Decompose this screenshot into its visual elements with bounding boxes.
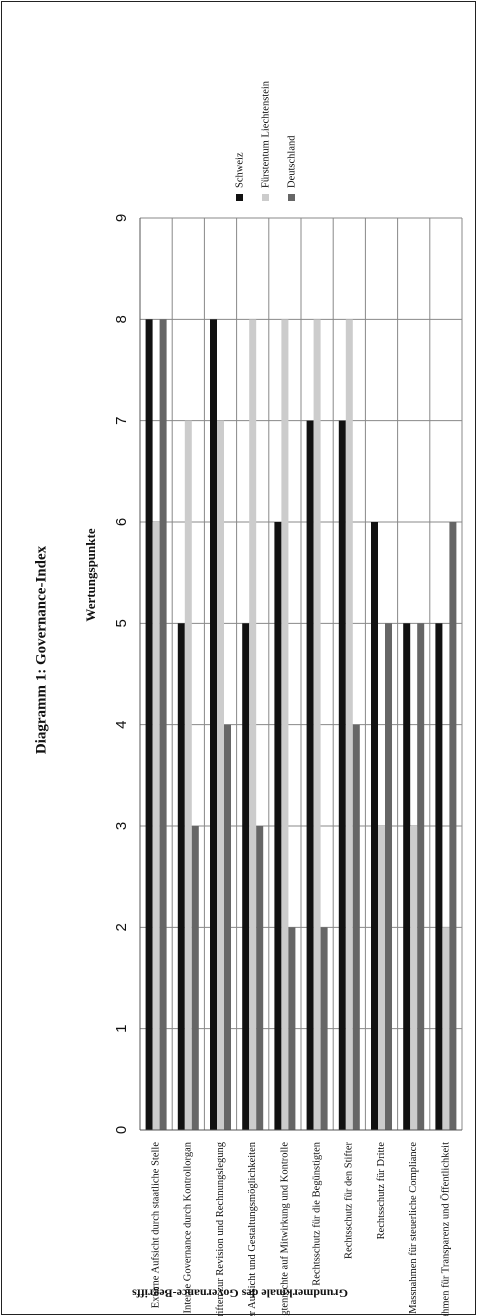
bar (242, 623, 250, 1130)
y-tick-label: 0 (113, 1126, 130, 1134)
x-tick-label: Vorschriften zur Revision und Rechnungsl… (215, 1141, 226, 1316)
bar (224, 724, 231, 1130)
chart-title: Diagramm 1: Governance-Index (33, 545, 49, 754)
bar (345, 319, 353, 1130)
x-tick-label: Massnahmen für steuerliche Compliance (408, 1142, 419, 1314)
y-tick-label: 2 (113, 923, 130, 931)
x-tick-label: Interne Governance durch Kontrollorgan (183, 1141, 194, 1313)
y-tick-label: 8 (113, 315, 130, 323)
x-tick-label: Externe Aufsicht durch staatliche Stelle (151, 1142, 162, 1309)
bar (417, 623, 425, 1130)
bar (184, 420, 192, 1131)
x-tick-label: Rechtsschutz für die Begünstigten (312, 1141, 323, 1286)
bar (385, 623, 392, 1130)
bar (256, 826, 264, 1130)
x-tick-label: Massnahmen für Transparenz und Öffentlic… (439, 1142, 451, 1316)
bar (306, 420, 314, 1131)
legend-swatch (236, 194, 243, 201)
bar (274, 522, 282, 1130)
legend-label: Fürstentum Liechtenstein (260, 80, 271, 188)
bar (313, 319, 321, 1130)
bar (177, 623, 185, 1130)
x-tick-label: Rechtsschutz für Dritte (376, 1142, 387, 1240)
bar (338, 420, 346, 1131)
y-tick-label: 1 (113, 1024, 130, 1032)
y-tick-label: 4 (113, 720, 130, 728)
bar (210, 319, 217, 1130)
y-tick-label: 9 (113, 214, 130, 222)
bar (249, 319, 257, 1130)
x-axis-label: Grundmerkmale des Governance-Begriffs (132, 1286, 348, 1300)
bar (145, 319, 153, 1130)
bar (442, 927, 450, 1130)
y-axis-label: Wertungspunkte (83, 528, 98, 621)
y-tick-label: 3 (113, 822, 130, 830)
y-tick-label: 5 (113, 619, 130, 627)
bar (378, 826, 385, 1130)
x-tick-label: Rechtsschutz für den Stifter (344, 1142, 355, 1259)
bar (410, 826, 418, 1130)
bar (435, 623, 443, 1130)
bar (371, 522, 378, 1130)
legend-label: Schweiz (234, 152, 245, 188)
bar (449, 522, 457, 1130)
legend-swatch (288, 194, 295, 201)
bar (403, 623, 411, 1130)
bar (159, 319, 167, 1130)
bar (320, 927, 328, 1130)
y-tick-label: 6 (113, 518, 130, 526)
bar (288, 927, 296, 1130)
x-tick-label: Anpassung der Aufsicht und Gestaltungsmö… (247, 1141, 258, 1316)
bar (191, 826, 199, 1130)
bar (217, 420, 224, 1131)
bar (352, 724, 360, 1130)
legend-swatch (262, 194, 269, 201)
bar (152, 522, 160, 1130)
x-tick-label: Begünstigtenrechte auf Mitwirkung und Ko… (279, 1142, 290, 1316)
legend-label: Deutschland (286, 135, 297, 188)
y-tick-label: 7 (113, 416, 130, 424)
bar (281, 319, 289, 1130)
